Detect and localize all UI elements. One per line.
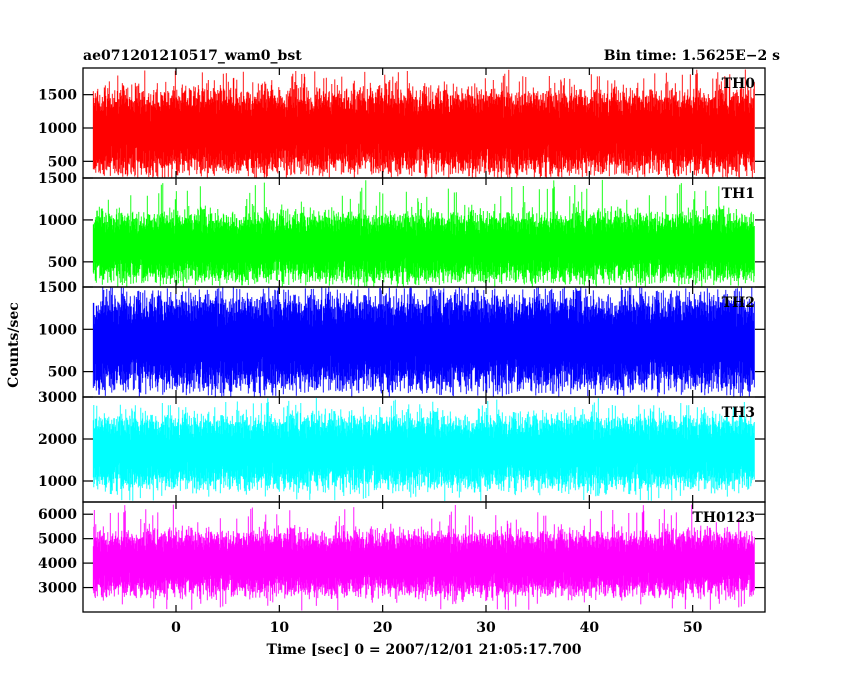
- y-tick-label-th1-500: 500: [48, 255, 77, 271]
- y-axis-title: Counts/sec: [6, 302, 22, 388]
- y-tick-label-th2-1000: 1000: [38, 322, 77, 338]
- y-tick-label-th0123-5000: 5000: [38, 532, 77, 548]
- traces-layer: [92, 69, 755, 611]
- panel-frame-th0123: [82, 501, 766, 613]
- trace-th0: [92, 69, 755, 178]
- panel-label-th0: TH0: [722, 76, 756, 92]
- trace-th2: [92, 287, 755, 397]
- y-tick-label-th3-2000: 2000: [38, 432, 77, 448]
- x-tick-label-30: 30: [476, 620, 496, 636]
- ticks-layer: [83, 68, 765, 612]
- x-tick-label-10: 10: [270, 620, 290, 636]
- trace-th1: [92, 179, 755, 287]
- y-tick-label-th0123-4000: 4000: [38, 556, 77, 572]
- y-tick-label-th1-1000: 1000: [38, 213, 77, 229]
- x-axis-title: Time [sec] 0 = 2007/12/01 21:05:17.700: [267, 642, 582, 658]
- y-tick-label-th0-1500: 1500: [38, 88, 77, 104]
- panel-label-th0123: TH0123: [692, 510, 755, 526]
- labels-layer: ae071201210517_wam0_bst Bin time: 1.5625…: [6, 48, 780, 658]
- y-tick-label-th3-3000: 3000: [38, 390, 77, 406]
- trace-th3: [92, 398, 755, 501]
- y-tick-label-th1-1500: 1500: [38, 171, 77, 187]
- bin-time-label: Bin time: 1.5625E−2 s: [604, 48, 780, 64]
- trace-th0123: [92, 504, 755, 611]
- panel-label-th2: TH2: [722, 295, 755, 311]
- x-tick-label-50: 50: [683, 620, 703, 636]
- y-tick-label-th0-1000: 1000: [38, 121, 77, 137]
- y-tick-label-th0-500: 500: [48, 154, 77, 170]
- x-tick-label-0: 0: [171, 620, 181, 636]
- y-tick-label-th0123-3000: 3000: [38, 581, 77, 597]
- y-tick-label-th2-1500: 1500: [38, 280, 77, 296]
- panel-label-th1: TH1: [722, 186, 755, 202]
- y-tick-label-th0123-6000: 6000: [38, 507, 77, 523]
- plot-title: ae071201210517_wam0_bst: [83, 48, 302, 64]
- panel-label-th3: TH3: [722, 405, 755, 421]
- x-tick-label-20: 20: [373, 620, 393, 636]
- frames-layer: [82, 67, 766, 613]
- y-tick-label-th2-500: 500: [48, 365, 77, 381]
- x-tick-label-40: 40: [580, 620, 600, 636]
- y-tick-label-th3-1000: 1000: [38, 474, 77, 490]
